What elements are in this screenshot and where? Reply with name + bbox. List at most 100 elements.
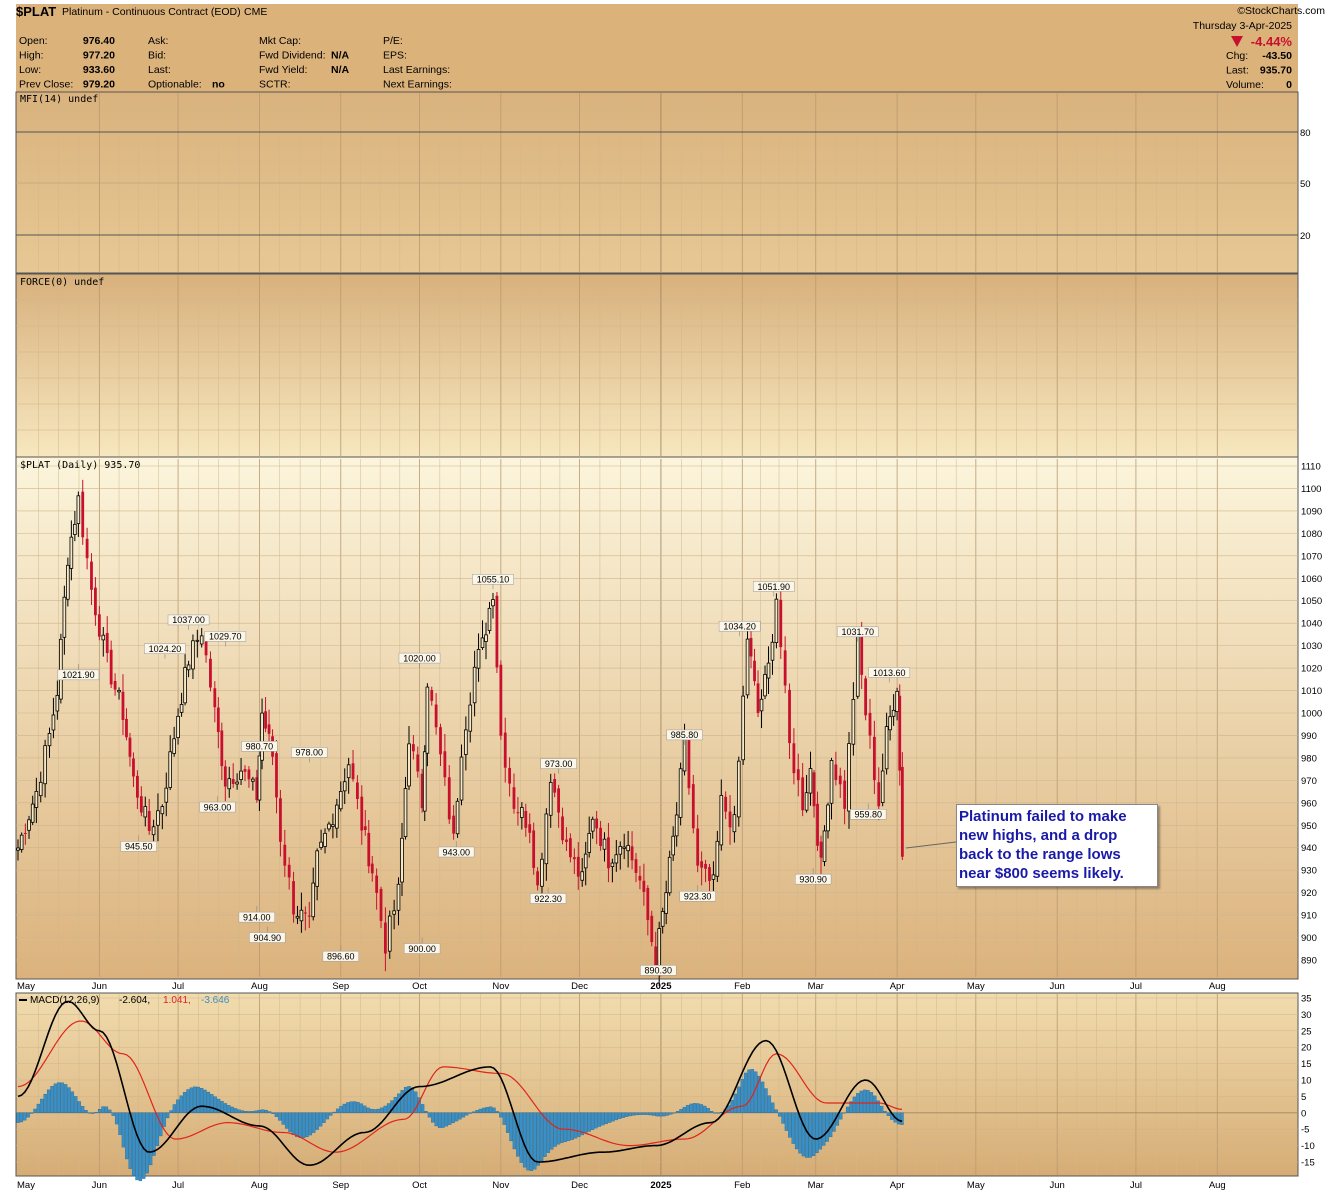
macd-hist-bar [526,1112,530,1171]
macd-hist-bar [546,1112,551,1153]
macd-hist-bar [451,1112,455,1124]
price-label-box [204,631,247,642]
price-bar-body [295,915,300,919]
price-bar-body [76,495,81,524]
price-bar-body [147,810,151,831]
price-bar-body [425,686,430,754]
month-label: Oct [412,1180,427,1191]
price-bar-body [801,777,805,811]
macd-hist-bar [165,1112,170,1119]
price-bar-body [503,732,507,768]
macd-axis: 35 30 25 20 15 10 5 0 -5 -10 -15 [1301,994,1315,1169]
price-bar-body [819,841,823,858]
macd-hist-bar [63,1084,68,1113]
macd-hist-bar [794,1112,799,1150]
price-bar-body [528,824,532,833]
price-bar-body [199,635,204,645]
price-bar-body [826,804,830,832]
macd-hist-bar [104,1106,109,1113]
header-field-value: 977.20 [83,50,115,62]
macd-hist-bar [138,1112,143,1182]
price-bar-body [191,640,195,670]
header-field-label: Next Earnings: [383,79,452,91]
price-label: 900.00 [408,944,436,954]
price-bar-body [47,733,52,747]
macd-hist-bar [862,1089,867,1113]
month-label: Feb [734,1180,750,1191]
month-label: Aug [251,1180,268,1191]
macd-grid [16,994,1298,1175]
price-label-box [241,741,278,752]
macd-hist-bar [471,1111,476,1113]
macd-hist-bar [522,1112,527,1168]
price-bar-body [455,800,460,835]
macd-hist-bar [495,1111,500,1113]
price-tick-label: 940 [1301,843,1317,854]
price-label: 1029.70 [209,632,242,642]
macd-hist-bar [199,1088,204,1113]
macd-hist-bar [420,1104,425,1113]
price-bar-body [646,888,650,921]
macd-tick-label: 30 [1301,1010,1312,1021]
price-bar-body [407,743,411,787]
price-label: 904.90 [254,933,282,943]
price-bar-body [279,798,282,842]
price-label-box [144,643,186,654]
month-axis-bottom: May Jun Jul Aug Sep Oct Nov Dec 2025 Feb Mar Apr May… [17,1180,1226,1191]
macd-hist-bar [424,1111,428,1113]
price-bar-body [553,779,557,793]
price-bar-body [176,715,180,739]
month-label: Mar [808,981,824,992]
price-bar-body [595,818,599,829]
macd-hist-bar [414,1091,418,1113]
macd-hist-bar [240,1110,245,1113]
macd-hist-bar [131,1112,136,1176]
price-bar-body [303,912,307,914]
macd-hist-bar [227,1105,231,1113]
macd-hist-bar [250,1111,255,1113]
macd-hist-bar [237,1109,241,1113]
header-field-label: Chg: [1226,50,1248,62]
price-bar-body [796,769,800,781]
macd-hist-bar [750,1069,755,1113]
price-bar-body [447,777,451,820]
price-bar-body [480,637,485,648]
macd-hist-bar [784,1112,789,1131]
macd-hist-bar [284,1112,289,1129]
price-label-box [291,747,328,758]
header-fields: Open: 976.40 High: 977.20 Low: 933.60 Prev Clo… [19,35,1292,91]
header-field-label: Bid: [148,50,166,62]
month-label: May [17,1180,35,1191]
price-bar-body [884,726,889,770]
macd-hist-bar [176,1099,180,1113]
price-bar-body [847,743,851,812]
macd-hist-bar [182,1092,187,1113]
price-tick-label: 1030 [1301,641,1322,652]
price-label-box [322,950,359,962]
price-tick-label: 1040 [1301,619,1322,630]
macd-hist-bar [233,1108,238,1113]
macd-hist-bar [692,1103,697,1113]
price-label-box [249,932,286,943]
price-bar-body [213,688,217,708]
price-label: 973.00 [545,759,573,769]
macd-hist-bar [308,1112,313,1136]
price-tick-label: 910 [1301,911,1317,922]
macd-hist-bar [900,1112,904,1125]
price-label: 1055.10 [477,575,510,585]
macd-hist-bar [618,1112,622,1119]
macd-hist-bar [866,1090,870,1113]
price-bar-body [231,779,235,784]
macd-hist-bar [114,1112,119,1125]
macd-hist-bar [689,1103,693,1113]
month-label: Sep [332,1180,349,1191]
price-bar-body [715,840,720,877]
macd-hist-bar [196,1086,200,1113]
macd-hist-bar [587,1112,591,1132]
macd-hist-bar [815,1112,819,1154]
price-bar-body [476,649,481,669]
macd-tick-label: 20 [1301,1043,1312,1054]
macd-hist-bar [737,1086,741,1113]
price-label: 1020.00 [403,653,436,663]
price-bar-body [264,711,267,729]
